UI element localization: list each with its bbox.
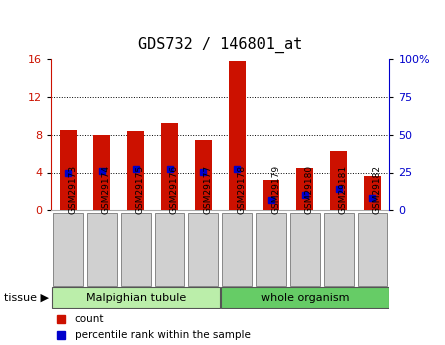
Bar [53, 213, 83, 286]
Text: count: count [75, 314, 104, 324]
Text: tissue ▶: tissue ▶ [4, 293, 49, 303]
Bar [324, 213, 353, 286]
Bar [189, 213, 218, 286]
Bar [330, 151, 347, 210]
Text: GSM29175: GSM29175 [136, 165, 145, 214]
Text: GSM29178: GSM29178 [237, 165, 246, 214]
Bar [296, 168, 313, 210]
Text: GSM29177: GSM29177 [203, 165, 212, 214]
Bar [161, 123, 178, 210]
Bar [263, 180, 279, 210]
Text: GSM29182: GSM29182 [372, 165, 381, 214]
Bar [87, 213, 117, 286]
Text: GSM29179: GSM29179 [271, 165, 280, 214]
Bar [256, 213, 286, 286]
Bar [222, 213, 252, 286]
Bar [364, 176, 381, 210]
Text: GSM29174: GSM29174 [102, 165, 111, 214]
Text: GSM29181: GSM29181 [339, 165, 348, 214]
Text: GSM29176: GSM29176 [170, 165, 178, 214]
Bar [155, 213, 184, 286]
Bar [358, 213, 387, 286]
Bar [127, 131, 144, 210]
Bar [60, 130, 77, 210]
Bar [290, 213, 320, 286]
Bar [93, 136, 110, 210]
Text: GSM29173: GSM29173 [68, 165, 77, 214]
Text: whole organism: whole organism [261, 293, 349, 303]
Bar [221, 287, 388, 308]
Bar [195, 140, 212, 210]
Text: percentile rank within the sample: percentile rank within the sample [75, 330, 251, 340]
Bar [52, 287, 219, 308]
Bar [229, 61, 246, 210]
Bar [121, 213, 150, 286]
Text: GDS732 / 146801_at: GDS732 / 146801_at [138, 37, 303, 53]
Text: Malpighian tubule: Malpighian tubule [85, 293, 186, 303]
Text: GSM29180: GSM29180 [305, 165, 314, 214]
